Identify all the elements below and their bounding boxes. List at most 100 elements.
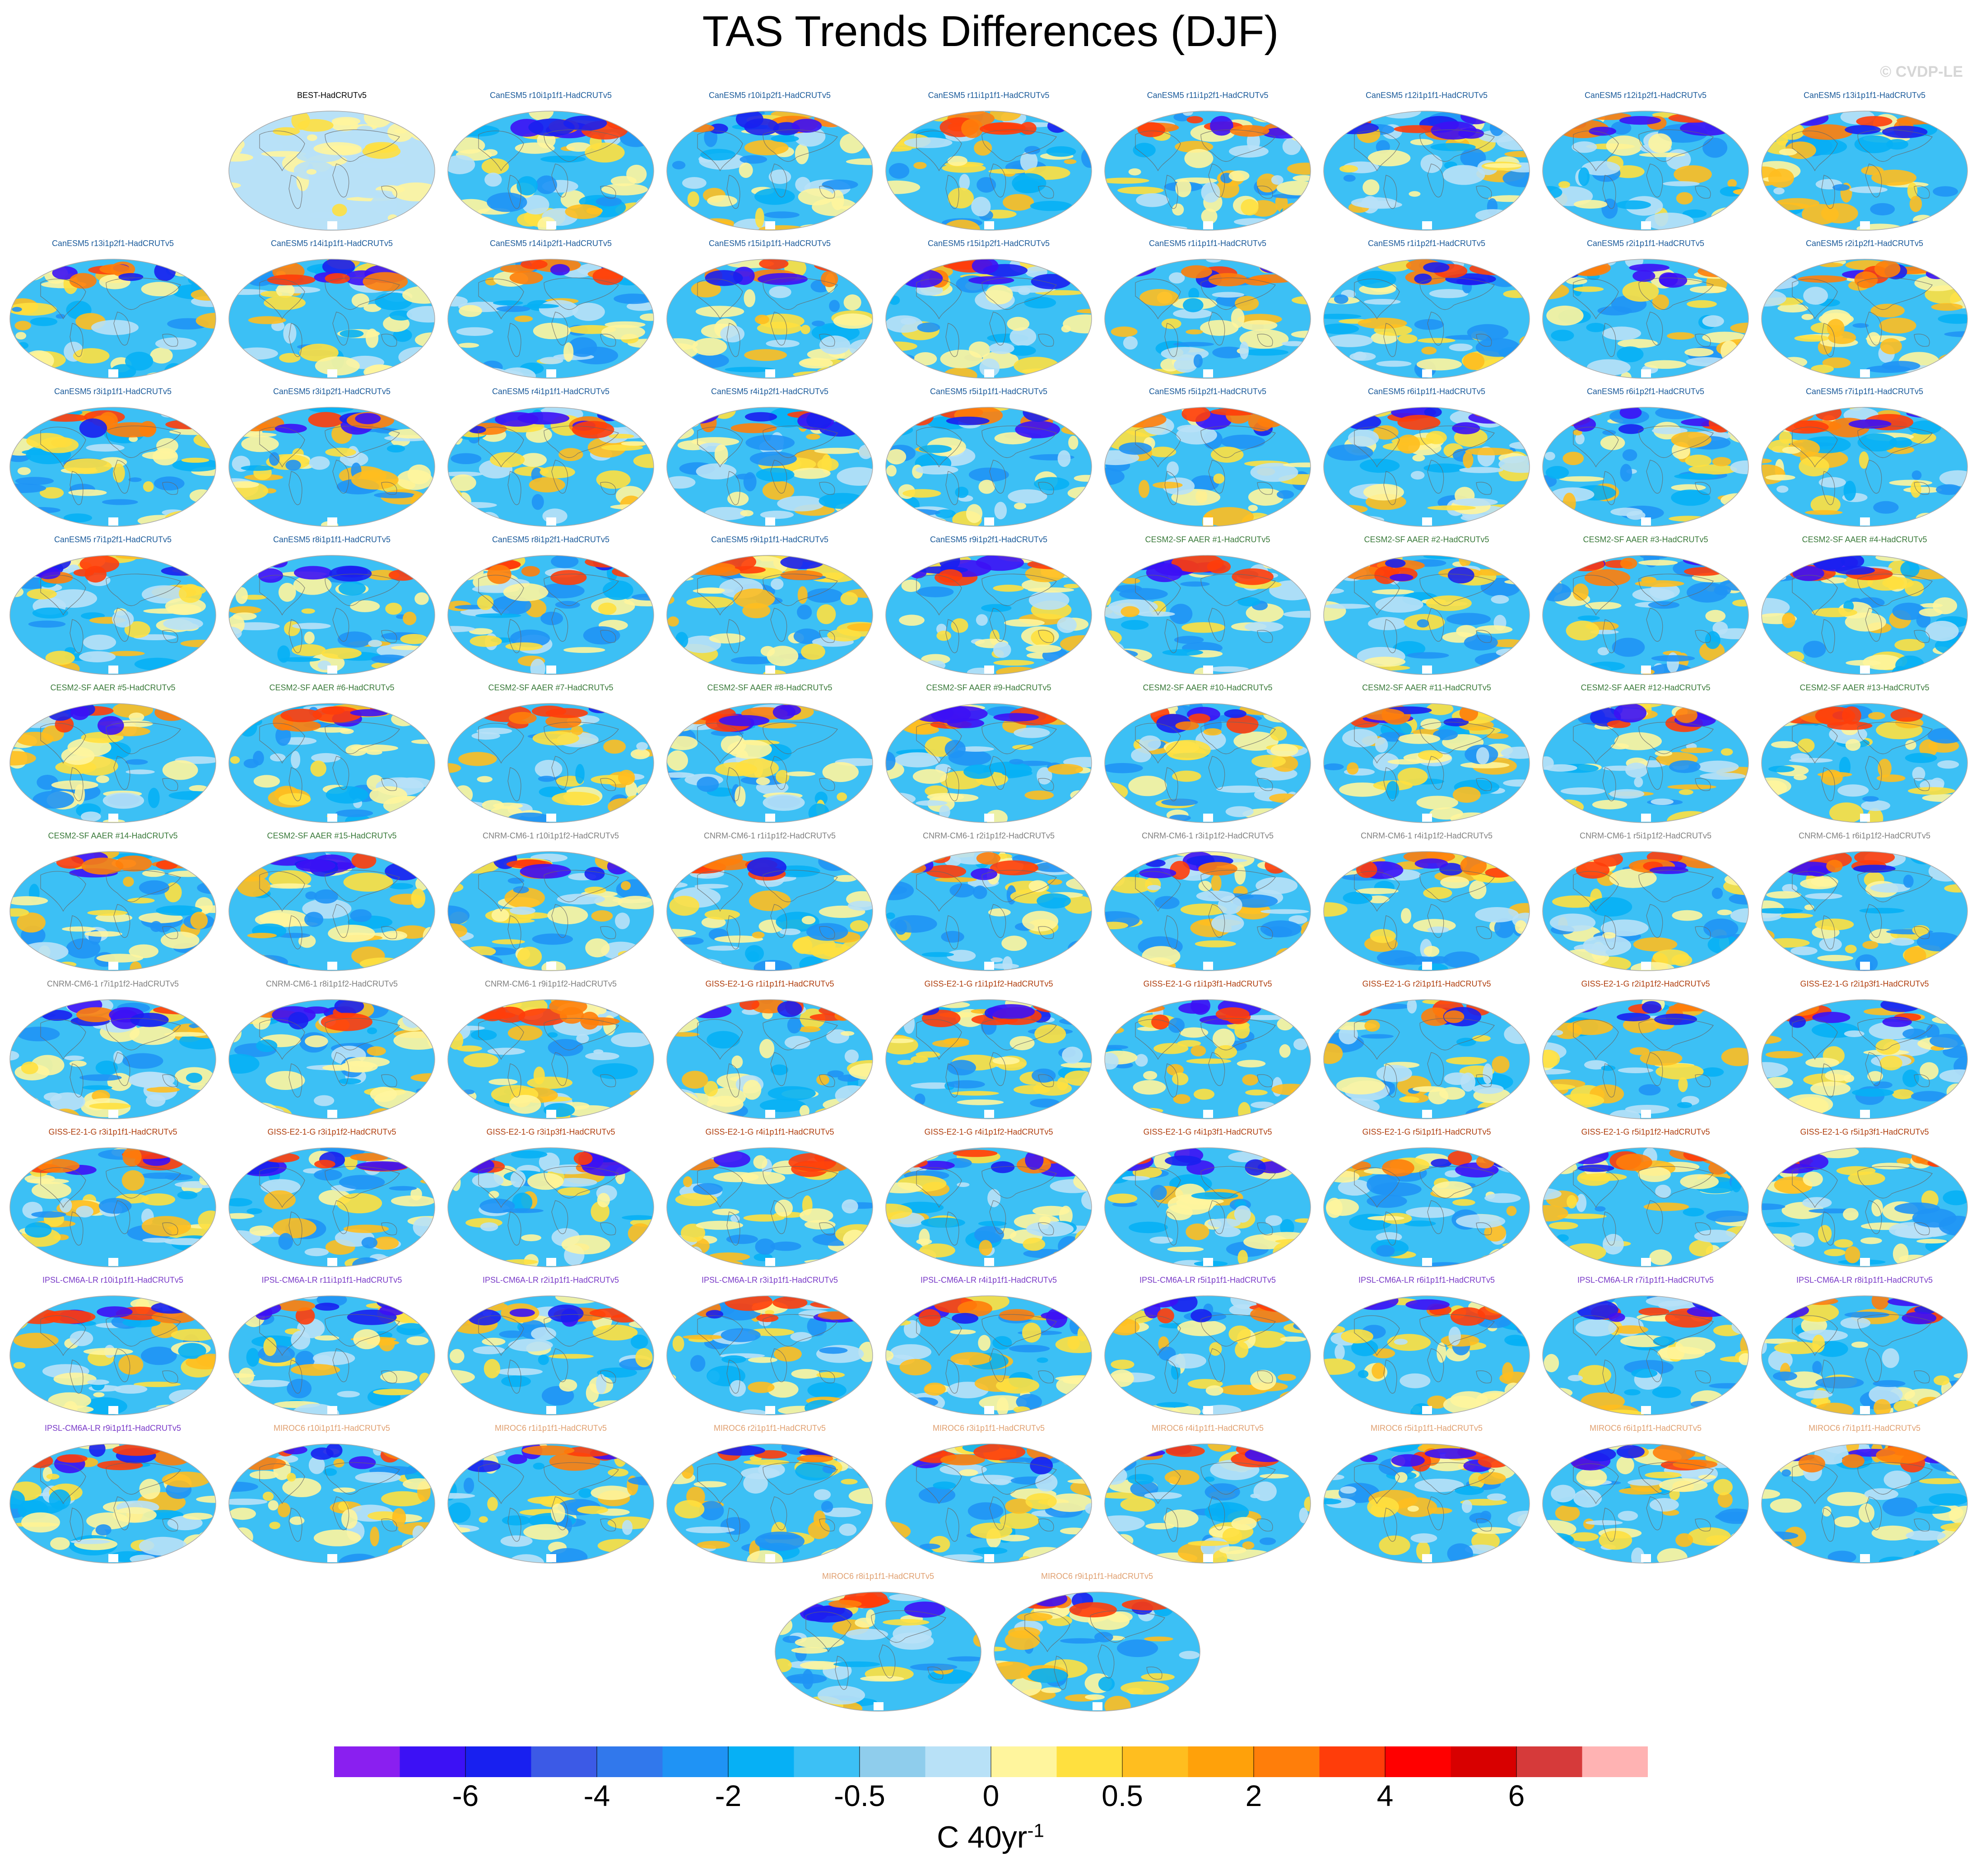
- map-panel-label: IPSL-CM6A-LR r3i1p1f1-HadCRUTv5: [701, 1275, 838, 1285]
- robinson-map: [1104, 259, 1311, 379]
- robinson-map: [1323, 111, 1530, 231]
- robinson-map: [1761, 259, 1968, 379]
- map-panel-label: CESM2-SF AAER #1-HadCRUTv5: [1145, 535, 1270, 544]
- colorbar-swatch: [925, 1746, 991, 1777]
- map-panel-label: IPSL-CM6A-LR r6i1p1f1-HadCRUTv5: [1358, 1275, 1495, 1285]
- colorbar-units: C 40yr-1: [0, 1820, 1981, 1855]
- map-panel-label: MIROC6 r8i1p1f1-HadCRUTv5: [822, 1572, 935, 1581]
- map-panel: CanESM5 r9i1p1f1-HadCRUTv5: [666, 535, 874, 683]
- robinson-map: [1104, 999, 1311, 1119]
- robinson-map: [666, 407, 873, 527]
- map-panel-label: CNRM-CM6-1 r1i1p1f2-HadCRUTv5: [703, 831, 836, 840]
- colorbar-swatch: [531, 1746, 597, 1777]
- map-panel: MIROC6 r3i1p1f1-HadCRUTv5: [885, 1423, 1093, 1571]
- map-panel: CanESM5 r12i1p1f1-HadCRUTv5: [1323, 90, 1530, 238]
- robinson-map: [9, 1295, 216, 1415]
- map-panel-label: MIROC6 r2i1p1f1-HadCRUTv5: [713, 1424, 826, 1433]
- map-panel-label: CanESM5 r1i1p1f1-HadCRUTv5: [1149, 239, 1267, 248]
- map-panel-label: CanESM5 r4i1p2f1-HadCRUTv5: [711, 387, 829, 396]
- map-panel: CESM2-SF AAER #11-HadCRUTv5: [1323, 683, 1530, 831]
- robinson-map: [885, 1295, 1092, 1415]
- robinson-map: [666, 851, 873, 971]
- map-panel-label: CanESM5 r4i1p1f1-HadCRUTv5: [492, 387, 610, 396]
- map-panel: CanESM5 r4i1p1f1-HadCRUTv5: [447, 386, 655, 535]
- robinson-map: [1104, 1295, 1311, 1415]
- robinson-map: [1104, 555, 1311, 675]
- map-panel-label: BEST-HadCRUTv5: [297, 91, 367, 100]
- map-panel: CanESM5 r8i1p2f1-HadCRUTv5: [447, 535, 655, 683]
- robinson-map: [1104, 851, 1311, 971]
- map-panel: CanESM5 r6i1p1f1-HadCRUTv5: [1323, 386, 1530, 535]
- robinson-map: [9, 851, 216, 971]
- robinson-map: [1542, 111, 1749, 231]
- map-panel-label: CanESM5 r3i1p2f1-HadCRUTv5: [273, 387, 391, 396]
- map-panel-label: CanESM5 r12i1p1f1-HadCRUTv5: [1365, 91, 1488, 100]
- map-panel: CanESM5 r11i1p1f1-HadCRUTv5: [885, 90, 1093, 238]
- map-panel: GISS-E2-1-G r4i1p1f2-HadCRUTv5: [885, 1127, 1093, 1275]
- map-panel-label: CNRM-CM6-1 r8i1p1f2-HadCRUTv5: [265, 979, 398, 988]
- map-panel-label: IPSL-CM6A-LR r4i1p1f1-HadCRUTv5: [920, 1275, 1057, 1285]
- map-panel: MIROC6 r9i1p1f1-HadCRUTv5: [993, 1571, 1201, 1719]
- map-panel-label: MIROC6 r6i1p1f1-HadCRUTv5: [1589, 1424, 1702, 1433]
- map-panel-label: CESM2-SF AAER #5-HadCRUTv5: [50, 683, 176, 692]
- robinson-map: [1761, 407, 1968, 527]
- robinson-map: [1323, 999, 1530, 1119]
- map-panel: MIROC6 r2i1p1f1-HadCRUTv5: [666, 1423, 874, 1571]
- colorbar-tick-label: 0: [983, 1779, 1000, 1810]
- colorbar-tick-label: 2: [1246, 1779, 1262, 1810]
- robinson-map: [447, 999, 654, 1119]
- map-panel: CNRM-CM6-1 r9i1p1f2-HadCRUTv5: [447, 979, 655, 1127]
- robinson-map: [666, 999, 873, 1119]
- map-panel: IPSL-CM6A-LR r11i1p1f1-HadCRUTv5: [228, 1275, 436, 1423]
- robinson-map: [1761, 851, 1968, 971]
- map-panel-label: GISS-E2-1-G r5i1p1f2-HadCRUTv5: [1581, 1127, 1710, 1136]
- robinson-map: [666, 1443, 873, 1564]
- map-panel: CanESM5 r11i1p2f1-HadCRUTv5: [1104, 90, 1311, 238]
- robinson-map: [885, 1147, 1092, 1267]
- robinson-map: [1542, 999, 1749, 1119]
- map-panel: MIROC6 r6i1p1f1-HadCRUTv5: [1542, 1423, 1749, 1571]
- map-panel-label: GISS-E2-1-G r3i1p1f2-HadCRUTv5: [267, 1127, 396, 1136]
- map-panel-label: IPSL-CM6A-LR r11i1p1f1-HadCRUTv5: [261, 1275, 402, 1285]
- colorbar-swatch: [597, 1746, 663, 1777]
- map-panel-label: CanESM5 r6i1p2f1-HadCRUTv5: [1586, 387, 1705, 396]
- map-panel: GISS-E2-1-G r4i1p3f1-HadCRUTv5: [1104, 1127, 1311, 1275]
- map-panel: CanESM5 r3i1p1f1-HadCRUTv5: [9, 386, 217, 535]
- robinson-map: [228, 259, 435, 379]
- map-panel: CESM2-SF AAER #5-HadCRUTv5: [9, 683, 217, 831]
- robinson-map: [666, 259, 873, 379]
- colorbar-swatch: [400, 1746, 466, 1777]
- map-panel: CanESM5 r4i1p2f1-HadCRUTv5: [666, 386, 874, 535]
- robinson-map: [885, 703, 1092, 823]
- robinson-map: [1323, 1147, 1530, 1267]
- robinson-map: [447, 1147, 654, 1267]
- map-panel-label: MIROC6 r9i1p1f1-HadCRUTv5: [1041, 1572, 1153, 1581]
- robinson-map: [9, 1443, 216, 1564]
- robinson-map: [994, 1592, 1200, 1712]
- robinson-map: [9, 1147, 216, 1267]
- robinson-map: [9, 703, 216, 823]
- robinson-map: [447, 111, 654, 231]
- map-panel-label: GISS-E2-1-G r4i1p1f2-HadCRUTv5: [924, 1127, 1053, 1136]
- map-panel-label: GISS-E2-1-G r3i1p1f1-HadCRUTv5: [48, 1127, 177, 1136]
- robinson-map: [447, 703, 654, 823]
- map-panel: MIROC6 r7i1p1f1-HadCRUTv5: [1761, 1423, 1968, 1571]
- colorbar: -6 -4 -2 -0.5 0 0.5 2 4 6: [334, 1746, 1648, 1810]
- robinson-map: [228, 407, 435, 527]
- map-panel: CanESM5 r2i1p2f1-HadCRUTv5: [1761, 238, 1968, 386]
- robinson-map: [228, 851, 435, 971]
- map-panel: GISS-E2-1-G r5i1p3f1-HadCRUTv5: [1761, 1127, 1968, 1275]
- colorbar-swatch: [1385, 1746, 1451, 1777]
- map-panel-label: CanESM5 r2i1p2f1-HadCRUTv5: [1805, 239, 1924, 248]
- robinson-map: [447, 851, 654, 971]
- map-panel: MIROC6 r10i1p1f1-HadCRUTv5: [228, 1423, 436, 1571]
- robinson-map: [1761, 999, 1968, 1119]
- map-panel-label: GISS-E2-1-G r2i1p3f1-HadCRUTv5: [1800, 979, 1929, 988]
- map-panel: CanESM5 r13i1p2f1-HadCRUTv5: [9, 238, 217, 386]
- robinson-map: [228, 1443, 435, 1564]
- robinson-map: [1323, 407, 1530, 527]
- map-panel: GISS-E2-1-G r5i1p1f1-HadCRUTv5: [1323, 1127, 1530, 1275]
- map-panel-label: MIROC6 r4i1p1f1-HadCRUTv5: [1151, 1424, 1264, 1433]
- map-panel: CanESM5 r3i1p2f1-HadCRUTv5: [228, 386, 436, 535]
- colorbar-tick-label: -4: [584, 1779, 610, 1810]
